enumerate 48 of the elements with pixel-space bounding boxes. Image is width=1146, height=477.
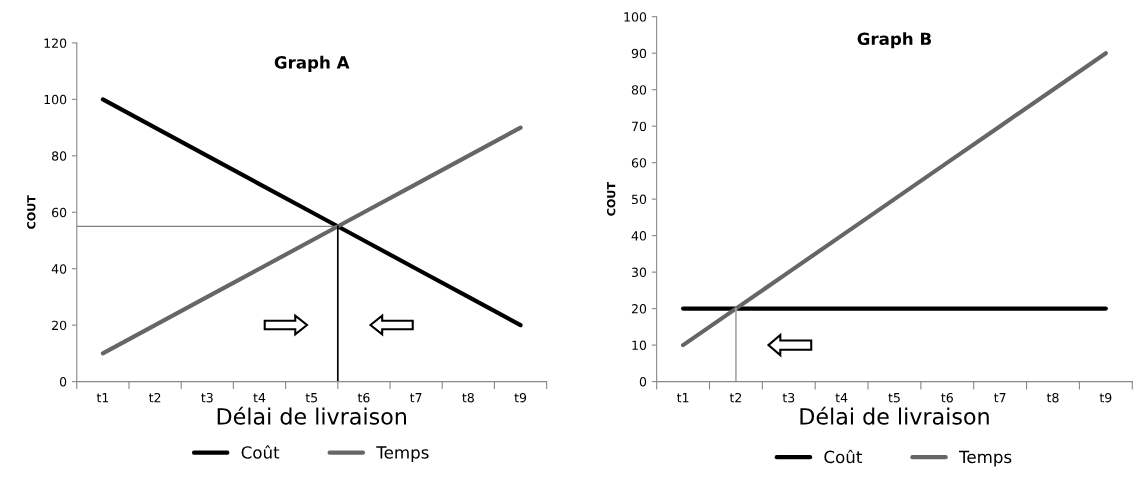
y-tick-label: 10 [632,340,647,351]
x-tick-label: t6 [357,392,370,403]
x-tick-label: t1 [96,393,109,403]
y-tick-label: 20 [631,304,647,314]
x-axis-title: Délai de livraison [217,406,406,425]
x-tick-label: t2 [149,392,161,403]
x-tick-label: t7 [410,393,422,403]
y-tick-label: 70 [632,121,647,132]
x-tick-label: t4 [253,393,266,403]
y-tick-label: 60 [631,158,647,168]
x-tick-label: t9 [514,392,527,403]
line-series [100,125,523,356]
x-tick-label: t2 [729,392,742,403]
x-axis-title: Délai de livraison [800,406,989,425]
x-tick-label: t5 [888,393,900,403]
y-tick-label: 20 [52,320,67,331]
x-tick-label: t7 [994,393,1006,403]
x-tick-label: t6 [941,392,953,403]
y-tick-label: 40 [631,231,647,241]
y-tick-label: 40 [51,264,67,274]
x-tick-label: t8 [462,392,474,403]
y-tick-label: 0 [59,377,67,387]
x-tick-label: t5 [305,393,318,403]
y-axis-title: COUT [27,195,36,229]
text: Graph A [274,55,350,72]
y-axis-title: COUT [606,182,616,216]
legend-label: Temps [376,446,429,462]
y-tick-label: 80 [52,151,67,161]
y-tick-label: 60 [52,207,67,218]
legend-label: Temps [958,450,1012,467]
x-tick-label: t8 [1046,392,1059,403]
y-tick-label: 90 [631,48,647,59]
y-tick-label: 120 [44,38,67,48]
text: Graph B [857,32,932,49]
y-tick-label: 50 [631,194,647,205]
y-tick-label: 30 [631,267,647,278]
line-series [680,51,1108,348]
y-tick-label: 100 [624,12,647,22]
x-tick-label: t3 [782,392,795,403]
x-tick-label: t1 [676,393,689,403]
x-tick-label: t9 [1099,392,1112,403]
y-tick-label: 0 [639,377,647,387]
x-tick-label: t4 [835,393,848,403]
x-tick-label: t3 [201,392,213,403]
legend-label: Coût [241,445,280,459]
legend-label: Coût [824,449,862,464]
y-tick-label: 80 [631,85,647,95]
y-tick-label: 100 [44,94,67,105]
